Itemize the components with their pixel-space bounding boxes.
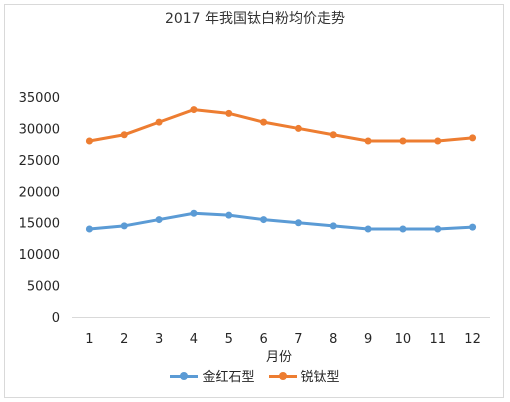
x-tick-label: 10 xyxy=(395,332,412,347)
x-axis-title: 月份 xyxy=(266,350,292,365)
data-point xyxy=(399,225,407,233)
data-point xyxy=(155,118,163,126)
series-rutile xyxy=(85,209,477,233)
x-tick-label: 9 xyxy=(364,332,372,347)
x-tick-label: 1 xyxy=(85,332,93,347)
y-tick-label: 25000 xyxy=(19,154,60,169)
data-point xyxy=(364,225,372,233)
x-tick-label: 4 xyxy=(190,332,198,347)
data-point xyxy=(294,124,302,132)
data-point xyxy=(364,137,372,145)
y-tick-label: 30000 xyxy=(19,122,60,137)
y-tick-label: 35000 xyxy=(19,91,60,106)
data-point xyxy=(469,223,477,231)
data-point xyxy=(155,216,163,224)
x-tick-label: 7 xyxy=(294,332,302,347)
x-axis-ticks: 1 2 3 4 5 6 7 8 9 10 11 12 xyxy=(85,332,481,347)
legend: 金红石型 锐钛型 xyxy=(0,366,510,385)
data-point xyxy=(469,134,477,142)
series-layer xyxy=(85,106,477,233)
y-tick-label: 0 xyxy=(52,311,60,326)
y-axis-ticks: 0 5000 10000 15000 20000 25000 30000 35000 xyxy=(19,91,60,326)
y-tick-label: 15000 xyxy=(19,217,60,232)
y-tick-label: 5000 xyxy=(27,280,60,295)
data-point xyxy=(294,219,302,227)
data-point xyxy=(260,216,268,224)
legend-swatch-anatase xyxy=(268,371,297,381)
y-tick-label: 10000 xyxy=(19,248,60,263)
legend-swatch-rutile xyxy=(170,371,199,381)
data-point xyxy=(434,137,442,145)
chart-title: 2017 年我国钛白粉均价走势 xyxy=(164,11,346,27)
x-tick-label: 12 xyxy=(464,332,481,347)
data-point xyxy=(85,137,93,145)
data-point xyxy=(329,131,337,139)
series-line xyxy=(87,211,475,231)
x-tick-label: 2 xyxy=(120,332,128,347)
legend-label-anatase: 锐钛型 xyxy=(300,370,340,385)
data-point xyxy=(434,225,442,233)
data-point xyxy=(225,109,233,117)
series-anatase xyxy=(85,106,477,145)
legend-label-rutile: 金红石型 xyxy=(202,370,255,385)
legend-item-anatase: 锐钛型 xyxy=(268,366,340,385)
data-point xyxy=(329,222,337,230)
chart-frame xyxy=(4,4,504,398)
x-tick-label: 5 xyxy=(225,332,233,347)
legend-item-rutile: 金红石型 xyxy=(170,366,255,385)
y-tick-label: 20000 xyxy=(19,185,60,200)
data-point xyxy=(120,131,128,139)
x-tick-label: 6 xyxy=(259,332,267,347)
series-line xyxy=(87,108,475,143)
data-point xyxy=(85,225,93,233)
data-point xyxy=(190,106,198,114)
data-point xyxy=(260,118,268,126)
x-tick-label: 8 xyxy=(329,332,337,347)
x-tick-label: 3 xyxy=(155,332,163,347)
data-point xyxy=(190,209,198,217)
data-point xyxy=(120,222,128,230)
data-point xyxy=(399,137,407,145)
data-point xyxy=(225,211,233,219)
x-tick-label: 11 xyxy=(429,332,446,347)
